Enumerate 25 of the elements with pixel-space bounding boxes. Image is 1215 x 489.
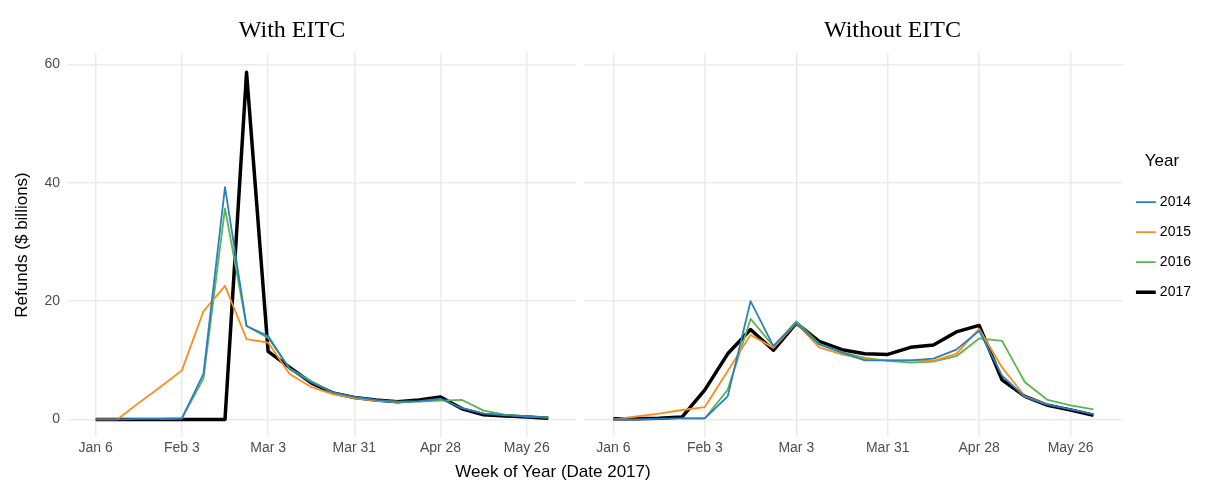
chart-title: Without EITC [823,15,962,42]
y-tick-label: 20 [44,292,61,309]
y-tick-label: 0 [52,410,61,427]
legend-label: 2016 [1159,253,1192,270]
x-tick-label: Mar 3 [250,439,287,456]
legend-label: 2015 [1159,223,1192,240]
legend-title: Year [1144,150,1180,170]
x-tick-label: Apr 28 [958,439,1000,456]
x-axis-title: Week of Year (Date 2017) [454,462,652,482]
y-axis-title: Refunds ($ billions) [11,172,31,318]
x-tick-label: Mar 31 [865,439,910,456]
x-tick-label: Jan 6 [78,439,114,456]
x-tick-label: Jan 6 [596,439,631,456]
y-tick-label: 60 [44,55,61,72]
x-tick-label: May 26 [1047,439,1094,456]
legend-label: 2017 [1159,283,1192,300]
x-tick-label: Feb 3 [686,439,723,456]
chart-title: With EITC [238,15,346,42]
y-tick-label: 40 [44,173,61,190]
x-tick-label: May 26 [503,439,550,456]
x-tick-label: Feb 3 [163,439,200,456]
x-tick-label: Mar 3 [778,439,815,456]
legend-label: 2014 [1159,193,1192,210]
x-tick-label: Apr 28 [419,439,462,456]
x-tick-label: Mar 31 [332,439,377,456]
